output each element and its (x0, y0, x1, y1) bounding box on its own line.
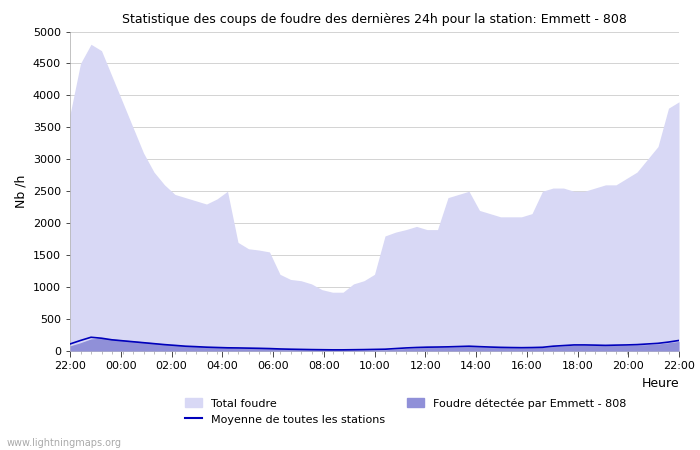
Text: Heure: Heure (641, 377, 679, 390)
Legend: Total foudre, Moyenne de toutes les stations, Foudre détectée par Emmett - 808: Total foudre, Moyenne de toutes les stat… (186, 398, 626, 425)
Y-axis label: Nb /h: Nb /h (14, 175, 27, 208)
Title: Statistique des coups de foudre des dernières 24h pour la station: Emmett - 808: Statistique des coups de foudre des dern… (122, 13, 627, 26)
Text: www.lightningmaps.org: www.lightningmaps.org (7, 438, 122, 448)
